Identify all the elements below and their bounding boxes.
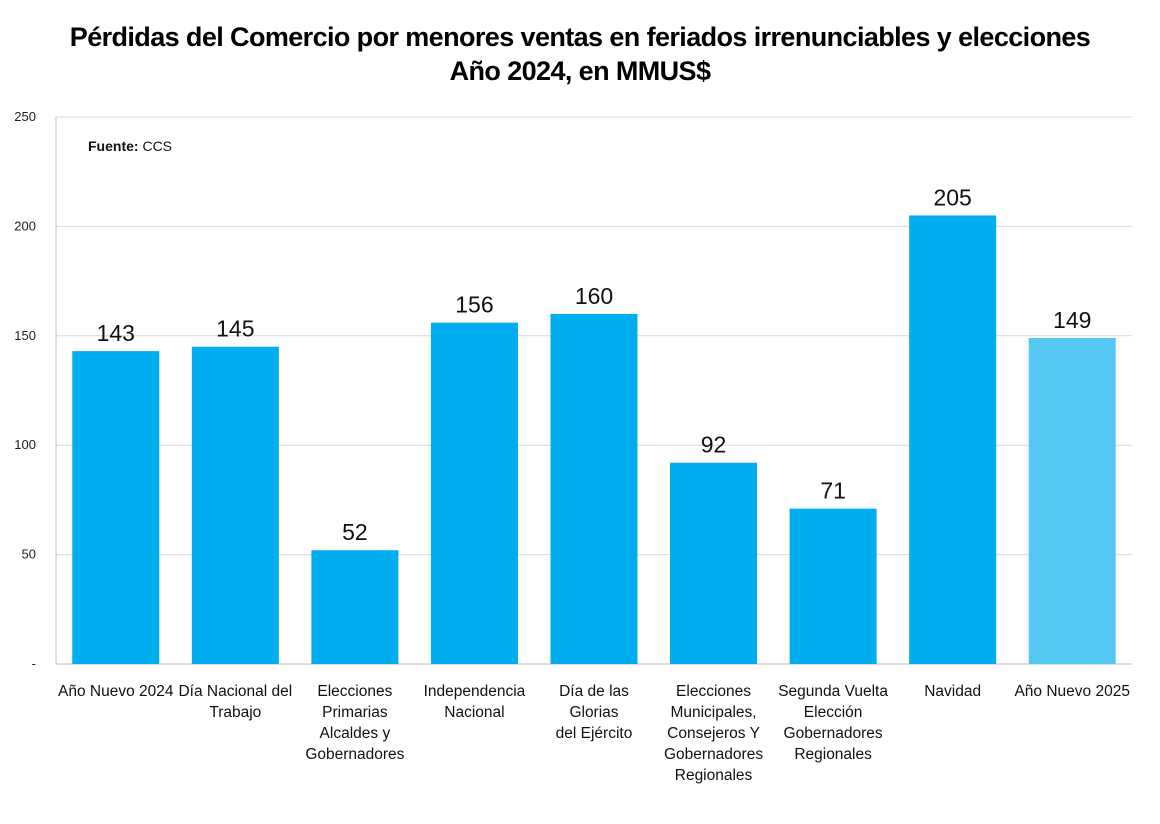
x-category-label-line: Elecciones — [676, 683, 752, 700]
x-category-label-line: Segunda Vuelta — [778, 683, 888, 700]
y-tick-label: 100 — [14, 437, 36, 452]
x-category-label-line: Día de las Glorias — [559, 683, 629, 721]
bar — [430, 322, 518, 664]
x-category-label-line: Año Nuevo 2025 — [1014, 683, 1130, 700]
x-category-label: Elecciones Primarias Alcaldes y Gobernadore… — [295, 681, 415, 765]
x-category-label-line: Municipales, — [670, 704, 757, 721]
data-label: 205 — [933, 184, 971, 210]
bar — [72, 351, 160, 664]
x-category-label-line: Elecciones — [317, 683, 393, 700]
data-label: 71 — [820, 478, 846, 504]
y-tick-label: 150 — [14, 328, 36, 343]
x-category-label-line: Independencia — [423, 683, 526, 700]
bar — [311, 550, 399, 664]
x-category-label-line: Gobernadores — [305, 746, 405, 763]
x-category-label: Independencia Nacional — [415, 681, 535, 723]
data-label: 149 — [1053, 307, 1091, 333]
data-label: 156 — [455, 292, 493, 318]
chart-title: Pérdidas del Comercio por menores ventas… — [69, 22, 1091, 52]
x-category-label: Año Nuevo 2025 — [1012, 681, 1132, 702]
x-category-label-line: Regionales — [674, 767, 753, 784]
x-category-label-line: Navidad — [924, 683, 982, 700]
x-category-label-line: Regionales — [794, 746, 872, 763]
x-category-label-line: Consejeros Y — [667, 725, 760, 742]
x-category-label-line: Elección — [803, 704, 863, 721]
x-category-label-line: Primarias — [322, 704, 388, 721]
bar — [191, 346, 279, 664]
x-category-label: Navidad — [893, 681, 1013, 702]
x-category-label-line: Alcaldes y — [319, 725, 391, 742]
data-label: 92 — [701, 432, 727, 458]
y-tick-label: 200 — [14, 218, 36, 233]
source-note: Fuente: CCS — [88, 138, 172, 154]
data-label: 52 — [342, 519, 368, 545]
bar — [789, 508, 877, 664]
x-category-label: Día Nacional del Trabajo — [176, 681, 296, 723]
bar — [670, 462, 758, 664]
source-label: Fuente: — [88, 138, 139, 154]
data-label: 145 — [216, 316, 254, 342]
x-category-label: Elecciones Municipales, Consejeros Y Gobern… — [654, 681, 774, 786]
source-value: CCS — [142, 138, 173, 154]
x-category-label: Año Nuevo 2024 — [56, 681, 176, 702]
x-category-label-line: Gobernadores — [663, 746, 764, 763]
x-category-label-line: Nacional — [444, 704, 505, 721]
x-category-label: Día de las Glorias del Ejército — [534, 681, 654, 744]
bar — [550, 313, 638, 664]
y-tick-label: - — [32, 656, 36, 671]
bar — [909, 215, 997, 664]
x-category-label-line: Año Nuevo 2024 — [58, 683, 174, 700]
x-category-label-line: Día Nacional del — [178, 683, 293, 700]
x-category-label-line: Gobernadores — [783, 725, 883, 742]
x-category-label: Segunda Vuelta Elección Gobernadores Region… — [773, 681, 893, 765]
bar — [1028, 337, 1116, 664]
data-label: 143 — [97, 320, 135, 346]
y-tick-label: 250 — [14, 109, 36, 124]
chart-subtitle: Año 2024, en MMUS$ — [449, 56, 711, 86]
x-category-label-line: del Ejército — [555, 725, 633, 742]
data-label: 160 — [575, 283, 613, 309]
x-category-label-line: Trabajo — [209, 704, 262, 721]
y-tick-label: 50 — [22, 547, 36, 562]
